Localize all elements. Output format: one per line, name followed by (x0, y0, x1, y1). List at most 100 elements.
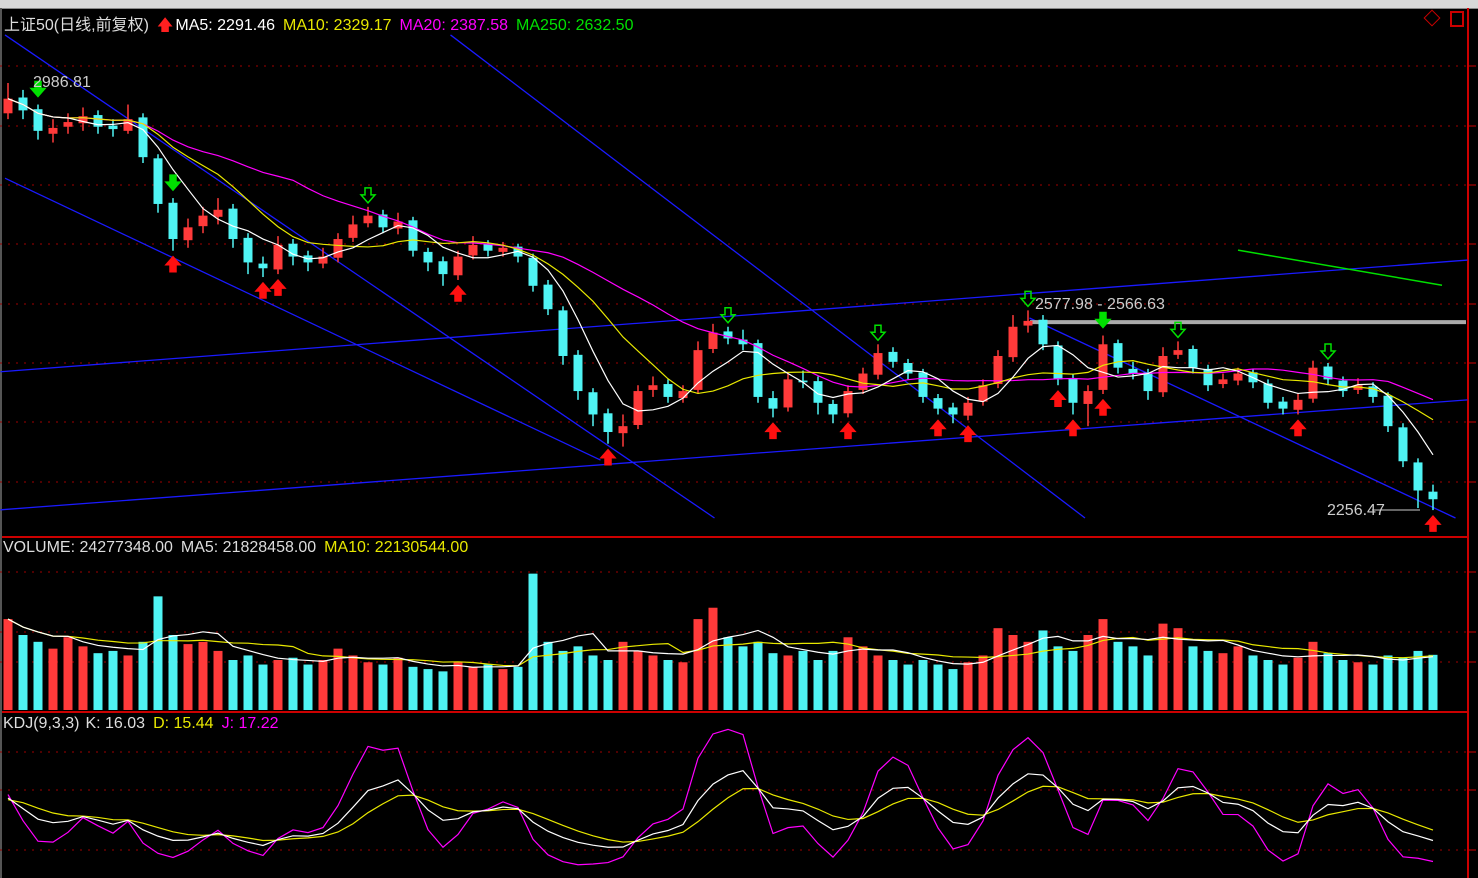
volume-bar (33, 641, 43, 710)
candle-body (318, 256, 328, 264)
buy-arrow-icon (764, 422, 782, 440)
volume-bar (1323, 653, 1333, 710)
volume-bar (108, 650, 118, 710)
volume-bar (183, 644, 193, 710)
candle-body (1428, 491, 1438, 500)
candle-body (798, 380, 808, 383)
candle-body (768, 398, 778, 409)
candle-body (1263, 383, 1273, 403)
volume-bar (363, 662, 373, 710)
volume-bar (693, 619, 703, 710)
candle-body (1218, 379, 1228, 385)
volume-bar (18, 635, 28, 710)
buy-arrow-icon (599, 448, 617, 466)
volume-bar (198, 641, 208, 710)
sell-arrow-icon (164, 174, 182, 192)
volume-bar (1038, 630, 1048, 710)
volume-bar (603, 660, 613, 710)
candle-body (543, 284, 553, 310)
volume-bar (168, 635, 178, 710)
candle-body (528, 257, 538, 286)
volume-bar (483, 664, 493, 710)
candle-body (3, 98, 13, 114)
volume-bar (453, 662, 463, 710)
candle-body (273, 244, 283, 270)
candle-body (348, 224, 358, 238)
candle-body (828, 403, 838, 415)
candle-body (288, 243, 298, 257)
price-panel-header: 上证50(日线,前复权) 🡅 MA5: 2291.46 MA10: 2329.17 MA… (4, 11, 641, 41)
volume-bar (1203, 650, 1213, 710)
candle-body (168, 202, 178, 240)
ma5-label: MA5: 2291.46 (175, 17, 275, 34)
candle-body (93, 115, 103, 127)
sell-arrow-icon (29, 80, 47, 98)
volume-bar (288, 657, 298, 710)
volume-bar (1053, 646, 1063, 710)
candle-body (1053, 345, 1063, 380)
volume-bar (438, 671, 448, 710)
volume-bar (1398, 657, 1408, 710)
volume-bar (1173, 628, 1183, 710)
ma250-label: MA250: 2632.50 (516, 17, 634, 34)
volume-bar (813, 660, 823, 710)
candle-body (558, 310, 568, 356)
candle-body (1413, 462, 1423, 491)
up-arrow-icon: 🡅 (156, 17, 174, 34)
candle-body (1278, 401, 1288, 409)
volume-bar (393, 657, 403, 710)
volume-bar (798, 650, 808, 710)
candle-body (1128, 368, 1138, 374)
candle-body (123, 119, 133, 131)
candle-body (978, 385, 988, 402)
volume-bar (63, 637, 73, 710)
volume-bar (633, 650, 643, 710)
candle-body (1308, 367, 1318, 399)
sell-arrow-hollow-icon (1319, 343, 1337, 361)
volume-bar (618, 641, 628, 710)
candle-body (963, 402, 973, 416)
volume-bar (348, 655, 358, 710)
candle-body (648, 385, 658, 390)
sell-arrow-hollow-icon (1169, 321, 1187, 339)
buy-arrow-icon (449, 284, 467, 302)
candle-body (753, 343, 763, 397)
volume-bar (1308, 641, 1318, 710)
volume-bar (258, 664, 268, 710)
high-price-label: 2986.81 (33, 74, 91, 91)
kdj-j-line (7, 728, 1434, 866)
candle-body (1008, 326, 1018, 358)
kdj-k-label: K: 16.03 (85, 715, 146, 732)
candle-body (1143, 372, 1153, 392)
candle-body (1158, 355, 1168, 393)
candle-body (633, 391, 643, 425)
candle-body (423, 251, 433, 263)
chart-title: 上证50(日线,前复权) (4, 17, 149, 34)
candle-body (1188, 348, 1198, 368)
window-top-bar (0, 0, 1478, 9)
candle-body (138, 117, 148, 158)
volume-bar (243, 655, 253, 710)
sell-arrow-hollow-icon (359, 187, 377, 205)
candle-body (1293, 399, 1303, 410)
volume-bar (213, 650, 223, 710)
volume-bar (843, 637, 853, 710)
low-price-label: 2256.47 (1327, 502, 1385, 519)
volume-bar (93, 653, 103, 710)
volume-bar (1263, 660, 1273, 710)
candle-body (618, 426, 628, 434)
candle-body (918, 372, 928, 397)
volume-bar (663, 660, 673, 710)
candle-body (1368, 386, 1378, 397)
volume-bar (1143, 655, 1153, 710)
sell-arrow-icon (1094, 311, 1112, 329)
candle-body (63, 122, 73, 127)
volume-bar (573, 646, 583, 710)
buy-arrow-icon (1289, 419, 1307, 437)
volume-bar (963, 662, 973, 710)
kdj-panel-header: KDJ(9,3,3) K: 16.03 D: 15.44 J: 17.22 (3, 715, 287, 733)
panel-toggle-icon[interactable] (1450, 11, 1464, 27)
kdj-name: KDJ(9,3,3) (3, 715, 80, 732)
candle-body (903, 363, 913, 374)
